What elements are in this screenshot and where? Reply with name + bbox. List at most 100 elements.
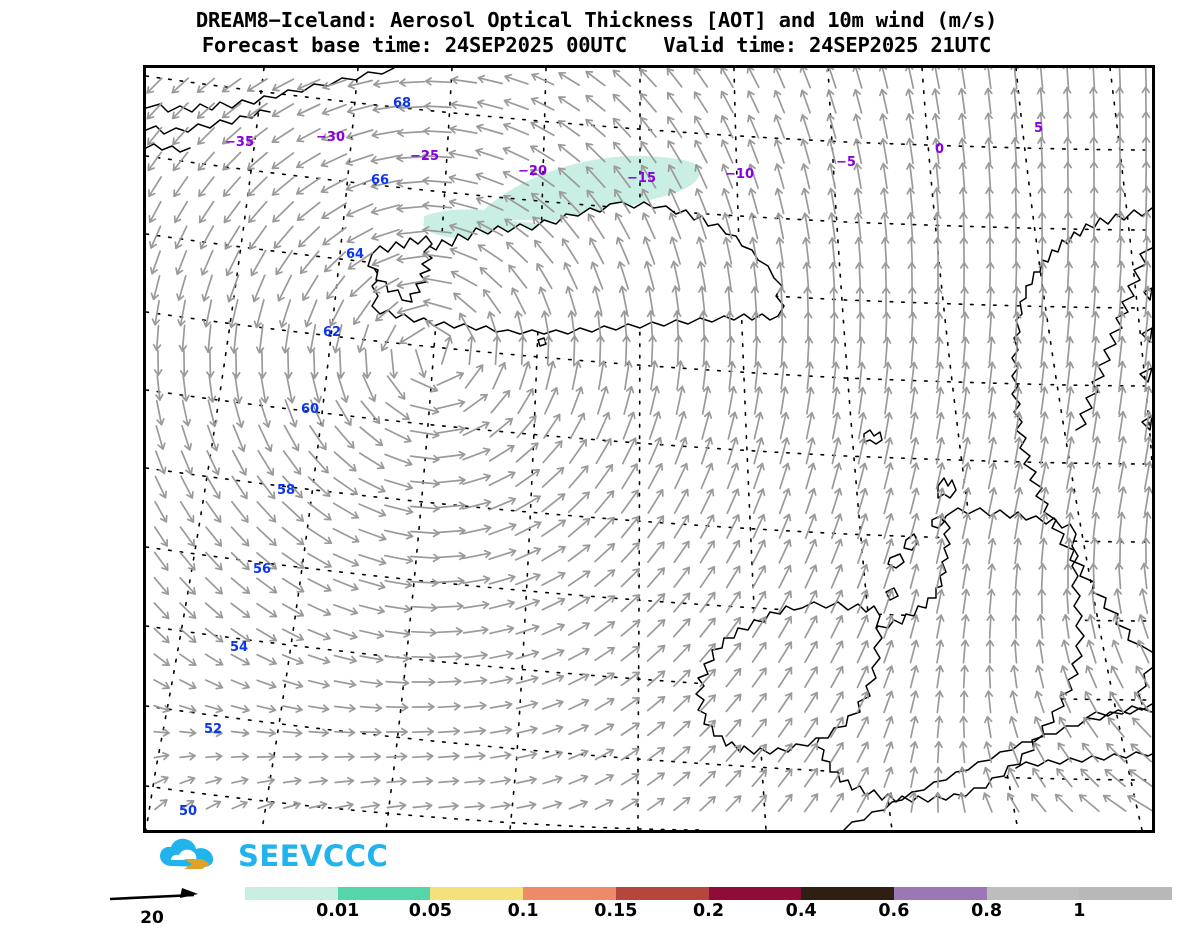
wind-arrow-head xyxy=(575,386,584,395)
wind-arrow-head xyxy=(246,136,255,144)
wind-arrow-head xyxy=(396,254,404,264)
wind-arrow-shaft xyxy=(281,654,304,664)
wind-arrow-head xyxy=(159,490,168,499)
wind-arrow-head xyxy=(225,268,234,277)
wind-arrow-head xyxy=(747,114,756,123)
wind-arrow-head xyxy=(475,172,484,181)
wind-arrow-head xyxy=(432,504,440,513)
wind-arrow-head xyxy=(481,421,490,429)
wind-arrow-head xyxy=(961,386,971,395)
wind-arrow-head xyxy=(1036,614,1046,622)
wind-arrow-head xyxy=(1064,286,1074,294)
wind-arrow-shaft xyxy=(804,538,817,564)
wind-arrow-head xyxy=(345,209,354,218)
wind-arrow-head xyxy=(349,655,357,664)
wind-arrow-head xyxy=(804,336,814,344)
wind-arrow-shaft xyxy=(321,128,348,141)
wind-arrow-shaft xyxy=(546,335,550,366)
wind-arrow-head xyxy=(1117,310,1126,319)
wind-arrow-shaft xyxy=(910,766,916,788)
wind-arrow-head xyxy=(372,285,381,294)
wind-arrow-shaft xyxy=(806,361,811,390)
wind-arrow-shaft xyxy=(409,555,440,560)
wind-arrow-head xyxy=(607,595,616,603)
wind-arrow-shaft xyxy=(488,471,516,487)
wind-arrow-head xyxy=(296,633,304,642)
wind-arrow-head xyxy=(1014,461,1024,470)
wind-arrow-shaft xyxy=(830,212,836,240)
wind-arrow-shaft xyxy=(804,589,817,614)
wind-arrow-head xyxy=(422,274,430,284)
wind-arrow-shaft xyxy=(464,364,484,389)
wind-arrow-shaft xyxy=(594,799,614,811)
wind-arrow-head xyxy=(228,320,237,329)
wind-arrow-head xyxy=(424,77,432,86)
forecast-map[interactable]: arrows generated below −35−30−25−20−15−1… xyxy=(143,65,1155,833)
wind-arrow-shaft xyxy=(347,79,373,88)
wind-arrow-head xyxy=(936,437,945,445)
wind-arrow-shaft xyxy=(198,200,215,224)
wind-arrow-shaft xyxy=(259,373,267,404)
wind-arrow-head xyxy=(705,462,714,471)
wind-arrow-shaft xyxy=(962,211,966,240)
wind-arrow-shaft xyxy=(754,336,758,365)
wind-arrow-head xyxy=(670,260,679,269)
wind-arrow-head xyxy=(799,68,808,73)
wind-arrow-head xyxy=(582,570,591,579)
wind-arrow-head xyxy=(422,250,430,260)
wind-arrow-shaft xyxy=(1144,511,1149,540)
wind-arrow-head xyxy=(836,691,844,700)
wind-arrow-shaft xyxy=(751,769,768,788)
wind-arrow-shaft xyxy=(1144,210,1148,240)
wind-arrow-shaft xyxy=(751,667,767,688)
wind-arrow-shaft xyxy=(205,526,223,547)
wind-arrow-head xyxy=(298,239,306,248)
colorbar-tick-0.6: 0.6 xyxy=(878,901,910,921)
wind-arrow-shaft xyxy=(986,715,992,739)
wind-arrow-head xyxy=(215,728,223,738)
wind-arrow-head xyxy=(296,561,305,569)
wind-arrow-shaft xyxy=(883,715,893,739)
wind-arrow-shaft xyxy=(1137,639,1150,664)
wind-arrow-head xyxy=(557,571,566,580)
wind-arrow-head xyxy=(730,437,739,445)
wind-arrow-head xyxy=(374,752,382,761)
wind-arrow-shaft xyxy=(515,599,541,611)
wind-arrow-head xyxy=(479,266,488,275)
wind-arrow-head xyxy=(834,487,843,496)
wind-arrow-head xyxy=(455,627,463,636)
wind-arrow-head xyxy=(242,586,251,595)
wind-arrow-shaft xyxy=(230,653,251,666)
wind-arrow-head xyxy=(557,120,566,128)
wind-arrow-shaft xyxy=(204,704,224,712)
wind-arrow-shaft xyxy=(197,126,216,145)
wind-arrow-head xyxy=(1065,512,1075,520)
wind-arrow-head xyxy=(908,336,918,344)
wind-arrow-shaft xyxy=(423,129,452,134)
wind-arrow-shaft xyxy=(725,693,742,713)
colorbar-segment-9 xyxy=(1079,887,1173,900)
wind-arrow-shaft xyxy=(197,151,215,171)
wind-arrow-head xyxy=(1065,361,1075,369)
wind-arrow-shaft xyxy=(830,640,844,664)
wind-arrow-shaft xyxy=(1039,486,1047,515)
wind-arrow-head xyxy=(606,723,615,731)
wind-arrow-shaft xyxy=(271,176,295,196)
wind-arrow-shaft xyxy=(488,575,516,585)
wind-arrow-head xyxy=(570,335,579,343)
wind-arrow-shaft xyxy=(230,526,250,547)
wind-arrow-shaft xyxy=(171,102,189,120)
wind-arrow-head xyxy=(985,211,994,219)
wind-arrow-head xyxy=(323,560,332,568)
wind-arrow-head xyxy=(269,562,278,570)
wind-arrow-shaft xyxy=(1092,386,1098,415)
colorbar-segment-5 xyxy=(708,887,802,900)
wind-arrow-head xyxy=(1115,86,1124,94)
wind-arrow-shaft xyxy=(753,286,758,315)
wind-arrow-shaft xyxy=(594,672,615,686)
wind-arrow-head xyxy=(503,194,512,203)
wind-arrow-head xyxy=(345,157,354,167)
wind-arrow-shaft xyxy=(308,779,328,784)
wind-arrow-head xyxy=(879,162,889,171)
wind-arrow-shaft xyxy=(409,530,440,535)
